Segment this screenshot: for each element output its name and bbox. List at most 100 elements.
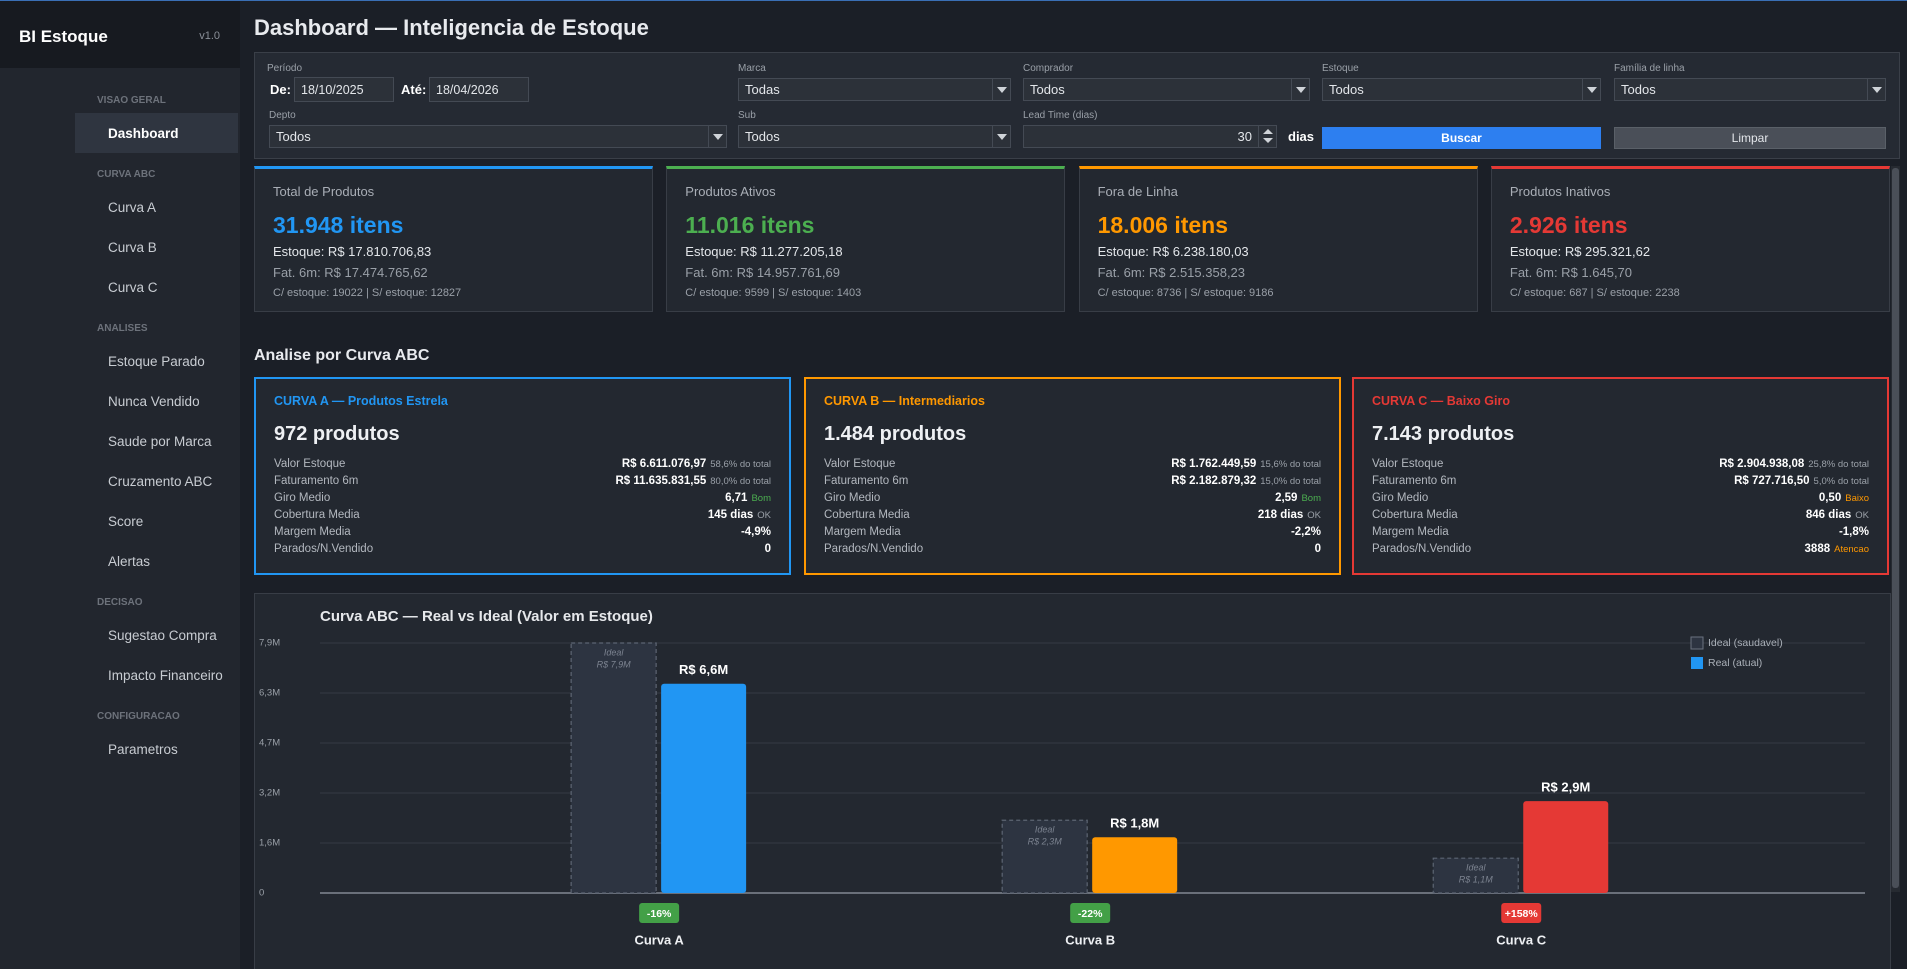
nav-section-label: ANALISES (97, 322, 148, 334)
kpi-value: 11.016 itens (685, 211, 815, 238)
metric-value-group: -1,8% (1839, 524, 1869, 540)
y-tick-label: 3,2M (259, 788, 280, 799)
kpi-card: Produtos Ativos 11.016 itens Estoque: R$ 1… (666, 166, 1066, 312)
metric-label: Cobertura Media (274, 509, 360, 521)
select[interactable]: Todos (1023, 78, 1310, 101)
app-version: v1.0 (199, 30, 220, 42)
metric-value-group: 846 dias OK (1806, 507, 1869, 523)
date-input[interactable]: 18/10/2025 (294, 77, 394, 102)
select[interactable]: Todos (269, 125, 727, 148)
kpi-stock: Estoque: R$ 295.321,62 (1509, 243, 1651, 259)
metric-value: 3888 (1804, 543, 1831, 555)
filter-label: Estoque (1322, 62, 1359, 74)
select[interactable]: Todos (738, 125, 1011, 148)
metric-note: OK (1307, 509, 1321, 521)
sidebar: BI Estoque v1.0 VISAO GERAL Dashboard CURV… (0, 1, 240, 969)
select[interactable]: Todos (1614, 78, 1886, 101)
select-value: Todos (1030, 82, 1065, 97)
select[interactable]: Todos (1322, 78, 1601, 101)
metric-label: Faturamento 6m (1372, 475, 1457, 487)
y-tick-label: 6,3M (259, 688, 280, 699)
metric-label: Faturamento 6m (824, 475, 909, 487)
nav-item[interactable]: Impacto Financeiro (108, 667, 223, 683)
search-button[interactable]: Buscar (1322, 127, 1601, 149)
abc-title: CURVA A — Produtos Estrela (274, 394, 448, 408)
kpi-revenue: Fat. 6m: R$ 14.957.761,69 (685, 264, 840, 280)
app-title: BI Estoque (19, 27, 108, 46)
deviation-badge (639, 903, 680, 923)
metric-label: Valor Estoque (824, 458, 896, 470)
date-input[interactable]: 18/04/2026 (429, 77, 529, 102)
select-arrow (708, 126, 726, 147)
metric-value-group: R$ 6.611.076,97 58,6% do total (622, 456, 771, 472)
metric-value-group: 0,50 Baixo (1819, 490, 1869, 506)
metric-note: Bom (751, 492, 771, 504)
select-arrow (992, 79, 1010, 100)
real-bar (661, 683, 747, 893)
metric-value: -2,2% (1290, 526, 1321, 538)
nav-item[interactable]: Curva C (108, 279, 158, 295)
metric-value-group: 218 dias OK (1258, 507, 1321, 523)
ideal-tag: Ideal (1466, 863, 1487, 873)
number-value: 30 (1237, 129, 1252, 144)
scrollbar[interactable] (1891, 166, 1900, 892)
metric-label: Parados/N.Vendido (824, 543, 924, 555)
page-title: Dashboard — Inteligencia de Estoque (254, 15, 649, 40)
metric-note: OK (1855, 509, 1869, 521)
filter-label: Período (267, 62, 303, 74)
abc-count: 7.143 produtos (1372, 422, 1515, 445)
spinner[interactable] (1258, 126, 1276, 147)
select[interactable]: Todas (738, 78, 1011, 101)
nav-item[interactable]: Estoque Parado (108, 353, 205, 369)
nav-item[interactable]: Curva B (108, 239, 157, 255)
nav-item[interactable]: Curva A (108, 199, 157, 215)
kpi-revenue: Fat. 6m: R$ 2.515.358,23 (1097, 264, 1246, 280)
filter-label: Família de linha (1614, 62, 1685, 74)
nav-item[interactable]: Nunca Vendido (108, 393, 200, 409)
chart-title: Curva ABC — Real vs Ideal (Valor em Esto… (320, 608, 653, 625)
metric-value: 0,50 (1818, 492, 1842, 504)
number-input[interactable]: 30 (1023, 125, 1277, 148)
metric-note: 80,0% do total (710, 475, 771, 487)
real-bar (1523, 801, 1609, 893)
legend-swatch (1691, 657, 1703, 669)
filter-label: Comprador (1023, 62, 1074, 74)
clear-button[interactable]: Limpar (1614, 127, 1886, 149)
nav-item[interactable]: Cruzamento ABC (108, 473, 213, 489)
metric-value: R$ 2.182.879,32 (1171, 475, 1257, 487)
nav-item[interactable]: Saude por Marca (108, 433, 212, 449)
arrow-icon (997, 134, 1007, 140)
metric-note: 25,8% do total (1808, 458, 1869, 470)
abc-card: CURVA A — Produtos Estrela 972 produtos Va… (254, 377, 791, 575)
metric-value-group: 0 (1315, 541, 1321, 557)
kpi-card: Total de Produtos 31.948 itens Estoque: R$… (254, 166, 653, 312)
spin-down (1263, 138, 1273, 143)
ideal-value-label: R$ 1,1M (1459, 875, 1494, 885)
nav: VISAO GERAL Dashboard CURVA ABC Curva A Curv… (0, 87, 240, 769)
date-label: De: (270, 82, 291, 97)
nav-item[interactable]: Dashboard (75, 113, 238, 153)
metric-note: Atencao (1834, 543, 1869, 555)
nav-item[interactable]: Alertas (108, 553, 151, 569)
nav-item[interactable]: Score (108, 513, 144, 529)
nav-item[interactable]: Parametros (108, 741, 178, 757)
real-value-label: R$ 2,9M (1541, 780, 1590, 795)
ideal-bar (1432, 857, 1519, 894)
metric-value-group: R$ 11.635.831,55 80,0% do total (615, 473, 771, 489)
chart: Curva ABC — Real vs Ideal (Valor em Esto… (259, 608, 1865, 947)
filter-label: Sub (738, 109, 756, 121)
metric-label: Cobertura Media (824, 509, 910, 521)
section-title: Analise por Curva ABC (254, 347, 430, 364)
metric-label: Cobertura Media (1372, 509, 1458, 521)
scroll-thumb[interactable] (1892, 168, 1899, 888)
nav-item[interactable]: Sugestao Compra (108, 627, 217, 643)
metric-value: -1,8% (1838, 526, 1869, 538)
date-value: 18/04/2026 (436, 82, 499, 97)
filter-panel: Período De: 18/10/2025 Até: 18/04/2026 Marca T… (254, 52, 1900, 159)
ideal-tag: Ideal (1035, 825, 1056, 835)
abc-title: CURVA B — Intermediarios (824, 394, 985, 408)
nav-section-label: CURVA ABC (97, 168, 156, 180)
kpi-split: C/ estoque: 8736 | S/ estoque: 9186 (1097, 287, 1274, 299)
metric-value-group: -4,9% (741, 524, 771, 540)
metric-value: 0 (1314, 543, 1321, 555)
